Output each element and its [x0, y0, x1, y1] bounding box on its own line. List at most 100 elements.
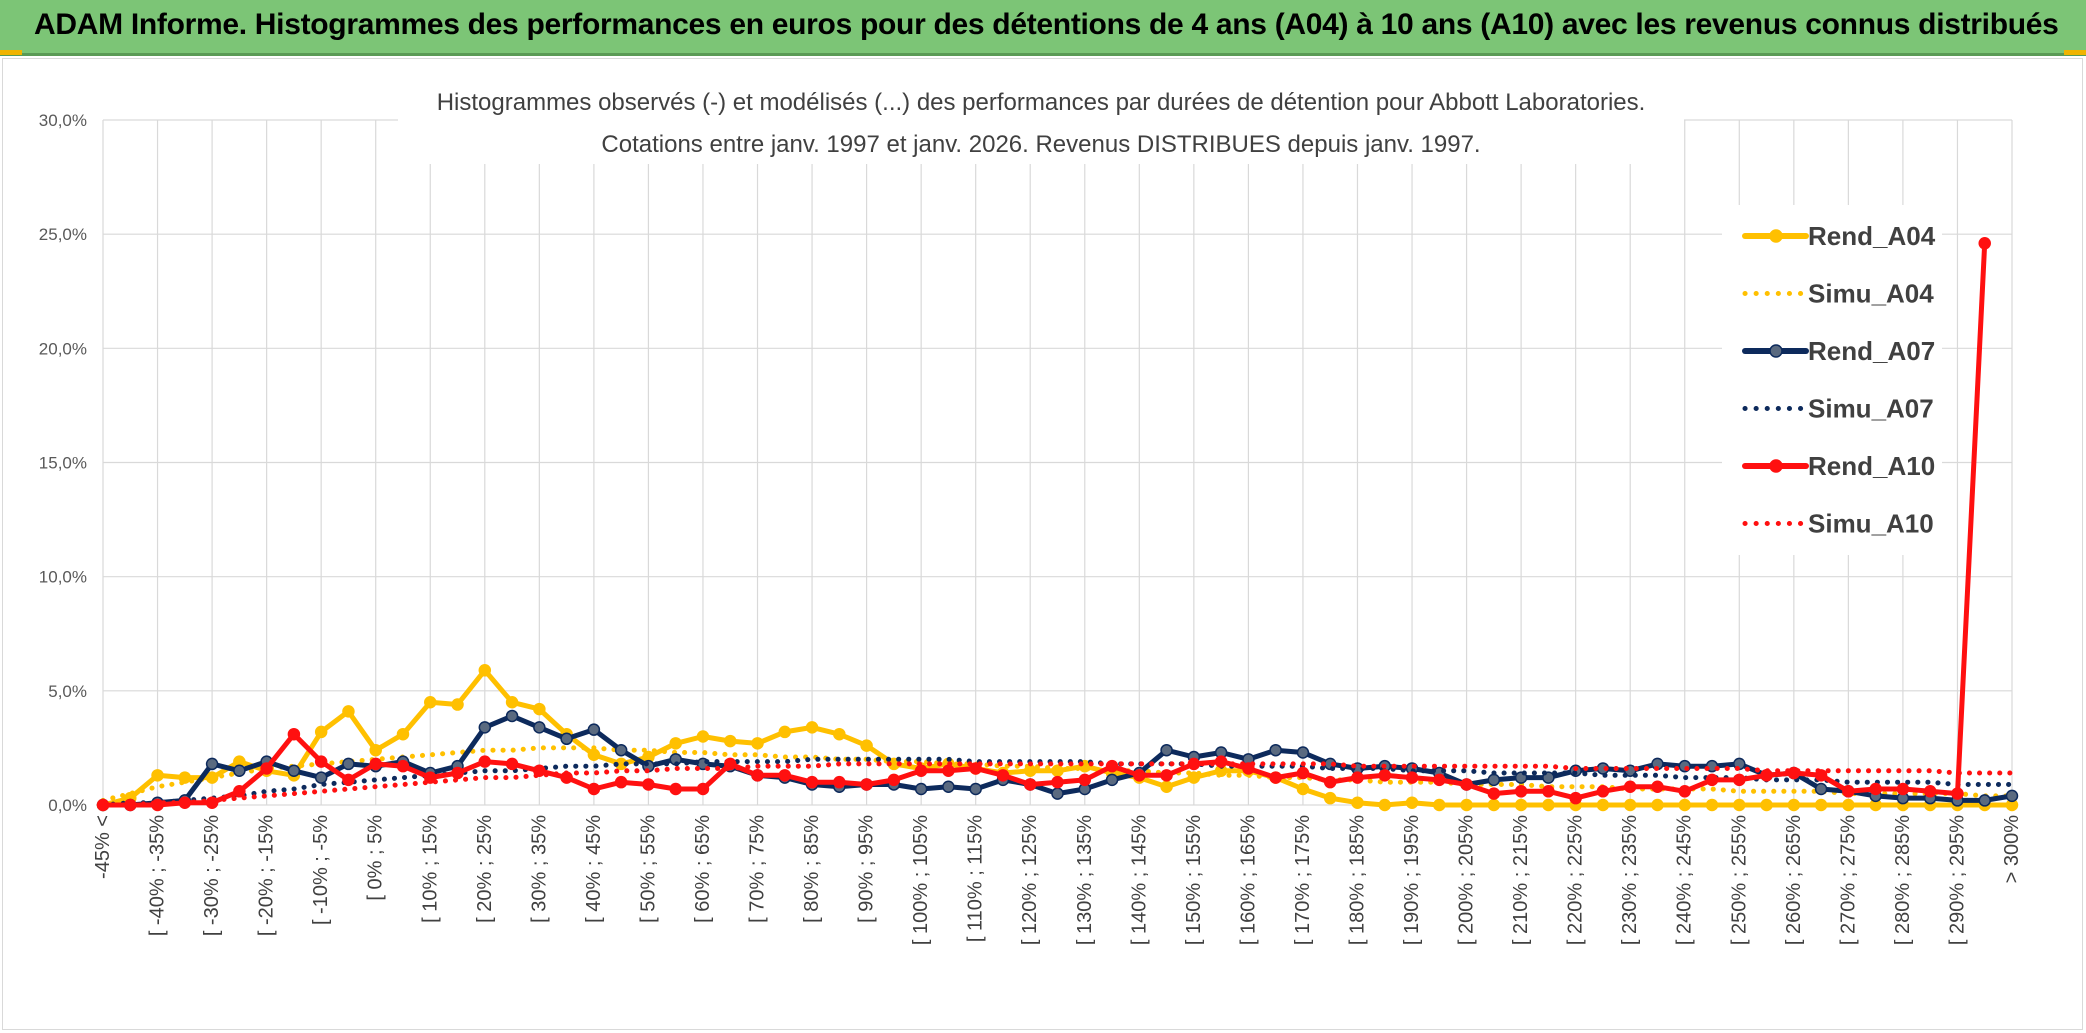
- data-point-rend-a07: [1814, 782, 1828, 796]
- data-point-rend-a04: [860, 739, 873, 752]
- x-tick-label: [ 160% ; 165%: [1237, 815, 1259, 945]
- data-point-rend-a10: [1896, 782, 1910, 796]
- x-tick-label: [ 280% ; 285%: [1892, 815, 1914, 945]
- data-point-rend-a10: [1023, 778, 1037, 791]
- data-point-rend-a10: [505, 757, 519, 771]
- data-point-rend-a04: [1705, 798, 1719, 812]
- x-tick-label: [ -30% ; -25%: [201, 815, 223, 936]
- data-point-rend-a10: [478, 755, 492, 768]
- data-point-rend-a04: [314, 725, 328, 739]
- data-point-rend-a10: [587, 782, 601, 796]
- x-tick-label: [ 260% ; 265%: [1783, 815, 1805, 945]
- chart-series: [96, 237, 2019, 812]
- legend-label-rend-a10: Rend_A10: [1808, 451, 1935, 481]
- data-point-rend-a10: [614, 775, 628, 789]
- data-point-rend-a04: [1760, 798, 1773, 812]
- x-tick-label: [ 220% ; 225%: [1565, 815, 1587, 945]
- x-tick-label: [ 30% ; 35%: [528, 815, 550, 923]
- data-point-rend-a07: [969, 782, 982, 796]
- data-point-rend-a10: [1978, 237, 1991, 250]
- data-point-rend-a10: [287, 727, 301, 741]
- data-point-rend-a07: [314, 771, 328, 784]
- legend-label-simu-a10: Simu_A10: [1808, 509, 1934, 539]
- data-point-rend-a10: [751, 769, 764, 782]
- data-point-rend-a10: [860, 778, 873, 791]
- data-point-rend-a07: [1487, 773, 1501, 787]
- data-point-rend-a10: [1433, 773, 1446, 787]
- data-point-rend-a04: [833, 727, 846, 741]
- data-point-rend-a04: [505, 696, 519, 709]
- x-tick-label: [ 90% ; 95%: [856, 815, 878, 923]
- data-point-rend-a04: [696, 730, 710, 743]
- data-point-rend-a07: [1105, 773, 1119, 787]
- data-point-rend-a10: [1405, 771, 1419, 784]
- legend-marker-rend-a10: [1769, 459, 1783, 473]
- data-point-rend-a10: [1460, 778, 1473, 791]
- data-point-rend-a04: [451, 698, 464, 711]
- x-tick-label: [ 0% ; 5%: [365, 815, 387, 901]
- data-point-rend-a04: [424, 696, 437, 709]
- data-point-rend-a10: [669, 782, 682, 796]
- y-tick-label: 0,0%: [48, 796, 87, 815]
- data-point-rend-a07: [287, 764, 301, 777]
- x-tick-label: [ 250% ; 255%: [1728, 815, 1750, 945]
- x-tick-label: [ 230% ; 235%: [1619, 815, 1641, 945]
- data-point-rend-a04: [1405, 796, 1419, 809]
- data-point-rend-a04: [478, 664, 492, 677]
- data-point-rend-a10: [942, 764, 955, 777]
- data-point-rend-a10: [1078, 773, 1092, 787]
- data-point-rend-a07: [1051, 787, 1064, 800]
- data-point-rend-a07: [914, 782, 928, 796]
- y-tick-label: 10,0%: [39, 568, 87, 587]
- x-tick-label: [ 20% ; 25%: [474, 815, 496, 923]
- legend-marker-rend-a04: [1769, 229, 1783, 243]
- data-point-rend-a04: [1842, 798, 1855, 812]
- data-point-rend-a04: [723, 734, 737, 748]
- x-tick-label: [ 110% ; 115%: [965, 815, 987, 942]
- data-point-rend-a04: [342, 705, 355, 718]
- banner-accent-right: [2064, 50, 2086, 55]
- x-tick-label: [ 270% ; 275%: [1837, 815, 1859, 945]
- data-point-rend-a10: [260, 762, 273, 775]
- data-point-rend-a04: [1678, 798, 1691, 812]
- data-point-rend-a10: [833, 775, 846, 789]
- data-point-rend-a04: [1487, 798, 1501, 812]
- data-point-rend-a10: [1160, 769, 1173, 782]
- data-point-rend-a10: [696, 782, 710, 796]
- data-point-rend-a10: [1869, 782, 1882, 796]
- y-tick-label: 20,0%: [39, 339, 87, 358]
- data-point-rend-a04: [151, 769, 164, 782]
- data-point-rend-a07: [342, 757, 355, 771]
- data-point-rend-a07: [1978, 794, 1991, 807]
- data-point-rend-a04: [1460, 798, 1473, 812]
- data-point-rend-a10: [642, 778, 655, 791]
- data-point-rend-a07: [1160, 743, 1173, 757]
- data-point-rend-a04: [1160, 780, 1173, 793]
- data-point-rend-a04: [1733, 798, 1746, 812]
- data-point-rend-a07: [205, 757, 219, 771]
- data-point-rend-a04: [1378, 798, 1392, 812]
- x-tick-label: [ 70% ; 75%: [747, 815, 769, 923]
- data-point-rend-a10: [1842, 785, 1855, 798]
- legend-label-simu-a04: Simu_A04: [1808, 279, 1934, 309]
- x-tick-label: [ 40% ; 45%: [583, 815, 605, 923]
- data-point-rend-a10: [1733, 773, 1746, 787]
- data-point-rend-a10: [1351, 771, 1364, 784]
- x-tick-label: [ 200% ; 205%: [1456, 815, 1478, 945]
- data-point-rend-a10: [396, 759, 410, 773]
- data-point-rend-a04: [1351, 796, 1364, 809]
- data-point-rend-a07: [1296, 746, 1310, 759]
- data-point-rend-a04: [805, 721, 819, 734]
- chart-title-backdrop: [398, 78, 1684, 164]
- data-point-rend-a10: [996, 769, 1010, 782]
- data-point-rend-a10: [1542, 785, 1555, 798]
- x-tick-label: [ 60% ; 65%: [692, 815, 714, 923]
- series-line-simu-a07: [100, 756, 2015, 808]
- x-tick-label: > 300%: [2001, 815, 2023, 884]
- data-point-rend-a10: [1651, 780, 1664, 793]
- data-point-rend-a04: [1296, 782, 1310, 796]
- data-point-rend-a10: [1923, 785, 1937, 798]
- data-point-rend-a10: [1269, 771, 1282, 784]
- x-axis-ticks: -45% < [ -40% ; -35% [ -30% ; -25% [ -20% ;…: [92, 815, 2023, 945]
- data-point-rend-a07: [233, 764, 246, 777]
